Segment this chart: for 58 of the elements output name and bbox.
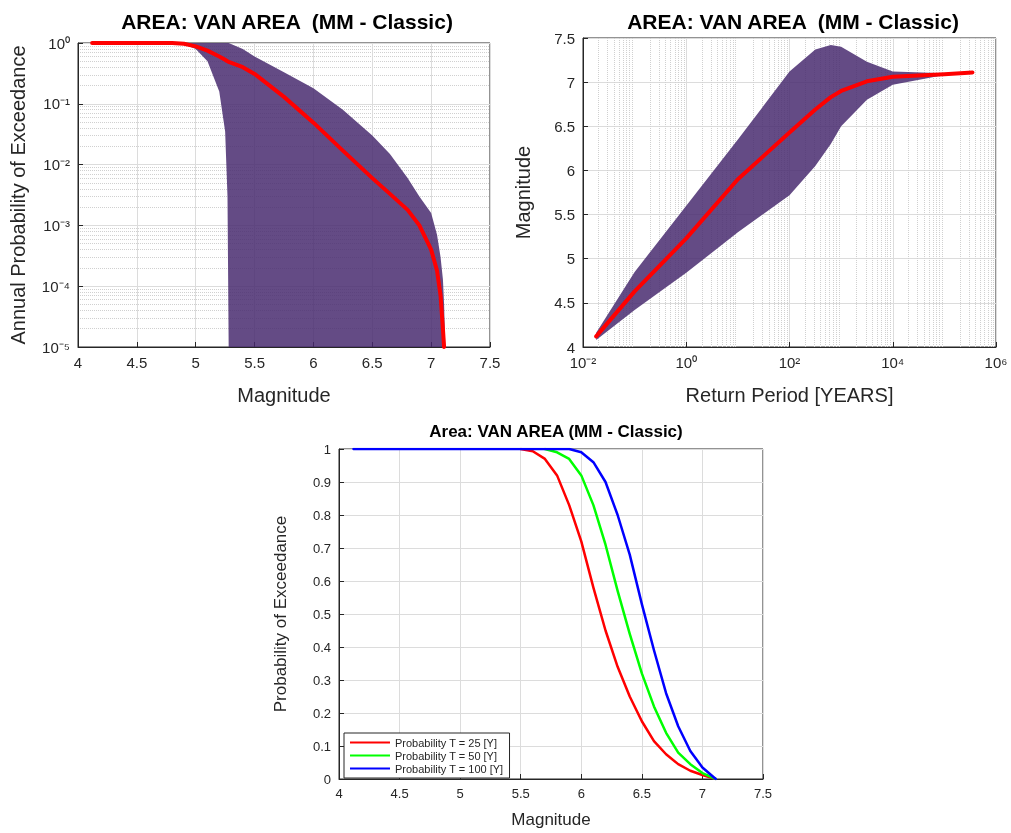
x-tick-label: 5.5: [511, 786, 530, 801]
y-tick-label: 7.5: [554, 29, 575, 47]
x-tick-label: 5: [456, 786, 464, 801]
legend-label: Probability T = 25 [Y]: [395, 736, 498, 749]
y-tick-label: 10⁻²: [43, 156, 70, 174]
y-tick-label: 7: [566, 73, 575, 91]
y-tick-label: 0.9: [312, 474, 331, 490]
chart-title: Area: VAN AREA (MM - Classic): [429, 422, 683, 441]
y-tick-label: 1: [323, 441, 331, 457]
chart-title: AREA: VAN AREA (MM - Classic): [627, 10, 959, 33]
y-tick-label: 4: [566, 338, 575, 356]
x-axis-title: Magnitude: [237, 384, 331, 406]
line-series: [90, 41, 447, 349]
x-tick-label: 7.5: [479, 354, 501, 371]
y-axis-title: Annual Probability of Exceedance: [7, 45, 29, 345]
y-tick-label: 0.2: [312, 705, 331, 721]
y-axis-title: Probability of Exceedance: [271, 515, 290, 713]
y-tick-label: 6.5: [554, 117, 575, 135]
y-tick-label: 0.6: [312, 573, 331, 589]
y-tick-label: 10⁻⁵: [42, 338, 70, 356]
x-tick-label: 4.5: [390, 786, 409, 801]
x-tick-label: 7: [698, 786, 707, 801]
x-tick-label: 5: [191, 354, 200, 371]
y-tick-label: 0.1: [312, 738, 331, 754]
x-tick-label: 6: [577, 786, 585, 801]
y-tick-label: 5.5: [554, 206, 575, 224]
line-series: [352, 447, 717, 781]
x-tick-label: 7.5: [753, 786, 773, 801]
y-tick-label: 0.8: [312, 507, 331, 523]
x-tick-label: 4: [335, 786, 343, 801]
legend-label: Probability T = 50 [Y]: [395, 749, 498, 762]
y-tick-label: 10⁰: [48, 34, 70, 52]
y-tick-label: 0: [323, 771, 331, 787]
y-tick-label: 10⁻¹: [43, 95, 70, 113]
y-tick-label: 10⁻³: [43, 216, 70, 234]
y-tick-label: 6: [566, 161, 575, 179]
x-tick-label: 7: [426, 354, 436, 371]
x-axis-title: Magnitude: [511, 810, 591, 829]
legend-label: Probability T = 100 [Y]: [395, 762, 504, 775]
x-axis-title: Return Period [YEARS]: [685, 384, 894, 406]
x-tick-label: 4: [73, 354, 83, 371]
y-tick-label: 0.7: [312, 540, 331, 556]
y-tick-label: 4.5: [554, 294, 575, 312]
y-axis-title: Magnitude: [512, 145, 534, 240]
y-tick-label: 0.3: [312, 672, 331, 688]
x-tick-label: 6.5: [361, 354, 383, 371]
y-tick-label: 5: [566, 250, 575, 268]
x-tick-label: 5.5: [244, 354, 265, 371]
y-tick-label: 0.4: [312, 639, 331, 655]
y-tick-label: 0.5: [312, 606, 331, 622]
x-tick-label: 6.5: [632, 786, 651, 801]
x-tick-label: 10⁴: [881, 354, 905, 371]
x-tick-label: 4.5: [126, 354, 148, 371]
x-tick-label: 10⁰: [675, 354, 698, 371]
chart-title: AREA: VAN AREA (MM - Classic): [121, 10, 453, 33]
x-tick-label: 10⁶: [984, 354, 1008, 371]
x-tick-label: 10²: [778, 354, 801, 371]
y-tick-label: 10⁻⁴: [41, 277, 70, 295]
